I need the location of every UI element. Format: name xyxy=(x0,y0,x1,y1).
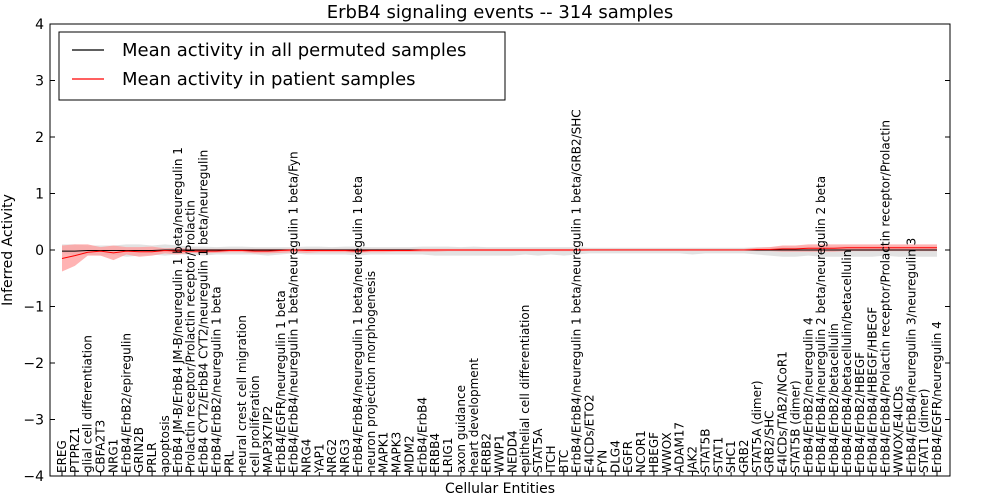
category-label: ErbB4/ErbB4/neuregulin 1 beta/neuregulin… xyxy=(570,109,584,473)
y-tick-label: 0 xyxy=(35,243,44,259)
category-label: WWP1 xyxy=(493,434,507,473)
y-axis-ticks: 4 3 2 1 0 −1 −2 −3 −4 xyxy=(23,17,950,485)
category-label: ErbB4/ErbB4 xyxy=(415,397,429,473)
category-label: YAP1 xyxy=(312,444,326,474)
category-label: PRLR xyxy=(145,442,159,473)
category-label: WWOX/E4ICDs xyxy=(891,386,905,473)
category-label: ADAM17 xyxy=(673,422,687,473)
category-label: neuron projection morphogenesis xyxy=(364,271,378,473)
category-label: NRG3 xyxy=(338,439,352,473)
category-label: ITCH xyxy=(544,445,558,473)
category-label: ErbB4/ErbB4/neuregulin 3/neuregulin 3 xyxy=(904,238,918,473)
plot-frame xyxy=(49,23,951,477)
category-label: NRG2 xyxy=(325,439,339,473)
category-label: E4ICDs/ETO2 xyxy=(583,394,597,473)
category-label: glial cell differentiation xyxy=(81,335,95,473)
series-lines xyxy=(61,247,937,259)
category-label: ErbB4/ErbB4/neuregulin 1 beta/neuregulin… xyxy=(351,176,365,473)
category-label: cell proliferation xyxy=(248,375,262,473)
category-label: SHC1 xyxy=(724,440,738,473)
category-label: NRG1 xyxy=(106,439,120,473)
category-label: ErbB4/ErbB2/neuregulin 4 xyxy=(801,317,815,473)
legend: Mean activity in all permuted samples Me… xyxy=(58,31,506,101)
category-label: ErbB4/EGFR/neuregulin 4 xyxy=(930,321,944,473)
category-label: ErbB4/ErbB2/neuregulin 1 beta xyxy=(209,286,223,473)
category-label: STAT5A (dimer) xyxy=(750,380,764,473)
y-tick-label: −1 xyxy=(23,300,44,316)
category-label: STAT5B xyxy=(698,429,712,474)
confidence-bands xyxy=(62,244,937,272)
category-label: ErbB4/ErbB4/neuregulin 1 beta/neuregulin… xyxy=(287,151,301,473)
y-tick-label: 3 xyxy=(35,74,44,90)
category-label: ErbB4 JM-B/ErbB4 JM-B/neuregulin 1 beta/… xyxy=(171,147,185,473)
category-label: JAK2 xyxy=(686,446,700,474)
legend-label-patient: Mean activity in patient samples xyxy=(122,69,416,90)
category-label: MAPK1 xyxy=(377,432,391,473)
category-label: FYN xyxy=(595,450,609,473)
category-label: neural crest cell migration xyxy=(235,315,249,473)
category-label: HBEGF xyxy=(647,432,661,473)
category-label: NRG4 xyxy=(299,439,313,473)
category-label: BTC xyxy=(557,450,571,473)
category-label: MAP3K7IP2 xyxy=(261,406,275,473)
chart-title: ErbB4 signaling events -- 314 samples xyxy=(327,2,674,23)
category-label: ERBB2 xyxy=(480,433,494,473)
category-label: GRB2 xyxy=(737,439,751,473)
category-label: DLG4 xyxy=(608,440,622,473)
category-label: MAPK3 xyxy=(390,432,404,473)
category-label: apoptosis xyxy=(158,415,172,473)
category-label: epithelial cell differentiation xyxy=(518,305,532,473)
y-axis-label: Inferred Activity xyxy=(0,194,16,306)
y-tick-label: −3 xyxy=(23,413,44,429)
category-label: WWOX xyxy=(660,432,674,473)
category-label: Prolactin receptor/Prolactin receptor/Pr… xyxy=(184,200,198,473)
y-tick-label: −2 xyxy=(23,356,44,372)
category-label: ErbB4/ErbB2/epiregulin xyxy=(119,333,133,473)
category-label: MDM2 xyxy=(402,435,416,473)
category-label: STAT5B (dimer) xyxy=(788,380,802,473)
category-label: ErbB4/ErbB4/neuregulin 2 beta/neuregulin… xyxy=(814,176,828,473)
category-label: heart development xyxy=(467,358,481,473)
legend-label-permuted: Mean activity in all permuted samples xyxy=(122,40,466,61)
y-tick-label: 1 xyxy=(35,187,44,203)
category-label: axon guidance xyxy=(454,385,468,473)
category-label: EREG xyxy=(55,440,69,473)
category-label: ErbB4/ErbB4/Prolactin receptor/Prolactin… xyxy=(879,120,893,473)
category-label: ErbB4/ErbB2/betacellulin xyxy=(827,323,841,473)
y-tick-label: 2 xyxy=(35,130,44,146)
category-label: GRIN2B xyxy=(132,427,146,473)
category-label: ErbB4/ErbB2/HBEGF xyxy=(853,352,867,473)
category-label: PRL xyxy=(222,450,236,473)
legend-box xyxy=(58,31,506,101)
category-label: ErbB4/ErbB4/HBEGF/HBEGF xyxy=(866,307,880,473)
category-label: ErbB4 CYT2/ErbB4 CYT2/neuregulin 1 beta/… xyxy=(197,150,211,473)
category-label: ErbB4/ErbB4/betacellulin/betacellulin xyxy=(840,250,854,473)
line-patient xyxy=(61,247,937,259)
y-tick-label: −4 xyxy=(23,469,44,485)
band-patient xyxy=(62,244,937,272)
category-label: E4ICDs/TAB2/NCoR1 xyxy=(776,351,790,473)
x-axis-label: Cellular Entities xyxy=(445,481,555,497)
category-label: ErbB4/EGFR/neuregulin 1 beta xyxy=(274,290,288,473)
category-label: GRB2/SHC xyxy=(763,410,777,473)
category-label: STAT5A xyxy=(531,428,545,473)
category-label: NEDD4 xyxy=(505,430,519,473)
category-label: PTPRZ1 xyxy=(68,427,82,473)
category-label: CBFA2T3 xyxy=(94,420,108,473)
category-label: ERBB4 xyxy=(428,433,442,473)
category-label: STAT1 xyxy=(711,437,725,473)
category-label: NCOR1 xyxy=(634,430,648,473)
category-label: LRIG1 xyxy=(441,438,455,474)
y-tick-label: 4 xyxy=(35,17,44,33)
category-label: STAT1 (dimer) xyxy=(917,389,931,473)
category-label: EGFR xyxy=(621,441,635,473)
